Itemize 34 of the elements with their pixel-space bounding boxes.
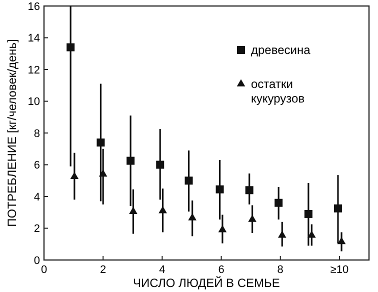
point	[308, 230, 316, 238]
point	[278, 230, 286, 238]
y-axis-title: ПОТРЕБЛЕНИЕ [кг/человек/день]	[5, 39, 19, 227]
legend-label: древесина	[251, 43, 311, 58]
y-tick-label: 2	[34, 223, 40, 236]
x-tick-label: 4	[159, 264, 166, 276]
point	[188, 213, 196, 220]
x-tick-label: 8	[277, 264, 284, 276]
point	[216, 185, 224, 194]
x-tick-label: 2	[100, 264, 106, 276]
point	[156, 160, 164, 169]
point	[70, 172, 79, 180]
y-tick-label: 14	[28, 32, 40, 45]
y-tick-label: 8	[34, 128, 40, 140]
point	[274, 198, 283, 207]
y-tick-label: 12	[28, 64, 40, 76]
point	[304, 210, 312, 218]
x-axis-title: ЧИСЛО ЛЮДЕЙ В СЕМЬЕ	[133, 276, 280, 290]
point	[184, 176, 193, 185]
y-tick-label: 6	[34, 160, 40, 172]
point	[245, 186, 254, 194]
point	[334, 204, 342, 212]
point	[98, 169, 108, 177]
x-tick-label: 6	[218, 264, 224, 276]
legend-label: остатки кукурузов	[251, 77, 305, 106]
point	[126, 156, 135, 165]
y-tick-label: 4	[34, 191, 40, 204]
y-tick-label: 10	[28, 96, 40, 108]
y-tick-label: 0	[34, 254, 40, 267]
point	[66, 43, 75, 52]
point	[218, 225, 227, 232]
point	[96, 138, 105, 147]
x-tick-label: ≥10	[330, 264, 349, 276]
y-tick-label: 16	[28, 0, 40, 13]
